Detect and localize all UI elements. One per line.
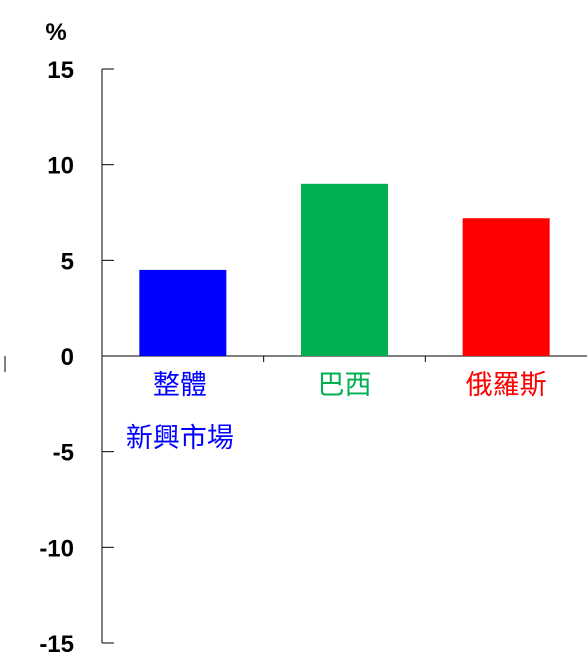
y-tick-label: 10 bbox=[47, 153, 74, 180]
bar bbox=[301, 183, 388, 356]
y-tick-label: -15 bbox=[39, 631, 74, 657]
bar bbox=[462, 218, 550, 356]
bar bbox=[139, 269, 227, 356]
bars bbox=[139, 183, 550, 356]
y-tick-label: 5 bbox=[61, 248, 74, 275]
y-tick-label: -10 bbox=[39, 535, 74, 562]
x-ticks bbox=[263, 356, 426, 362]
category-label: 新興市場 bbox=[126, 423, 234, 454]
y-unit-label: % bbox=[45, 19, 66, 46]
y-tick-label: -5 bbox=[53, 440, 74, 467]
category-label: 俄羅斯 bbox=[466, 370, 547, 401]
category-label: 整體 bbox=[153, 370, 207, 401]
category-label: 巴西 bbox=[318, 370, 372, 401]
y-ticks: 15 10 5 0 -5 -10 -15 bbox=[39, 57, 114, 657]
y-tick-label: 15 bbox=[47, 57, 74, 84]
y-tick-label: 0 bbox=[61, 344, 74, 371]
